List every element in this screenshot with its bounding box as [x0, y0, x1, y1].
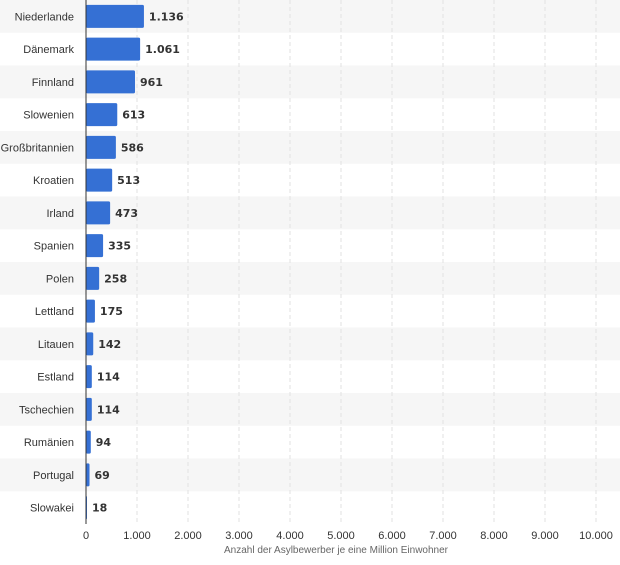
category-label: Dänemark — [23, 44, 74, 56]
x-tick-label: 8.000 — [480, 530, 508, 542]
category-label: Estland — [37, 372, 74, 384]
value-label: 94 — [96, 436, 112, 449]
category-label: Finnland — [32, 77, 74, 89]
bar — [86, 299, 95, 323]
x-tick-label: 9.000 — [531, 530, 559, 542]
x-axis-title: Anzahl der Asylbewerber je eine Million … — [224, 545, 449, 556]
category-label: Litauen — [38, 339, 74, 351]
x-tick-label: 5.000 — [327, 530, 355, 542]
row-stripe — [0, 327, 620, 361]
value-label: 613 — [122, 109, 145, 122]
bar — [86, 365, 92, 389]
row-stripes — [0, 0, 620, 491]
category-label: Lettland — [35, 306, 74, 318]
grid-lines — [136, 0, 597, 524]
category-label: Polen — [46, 273, 74, 285]
value-label: 961 — [140, 76, 163, 89]
value-label: 513 — [117, 174, 140, 187]
bar — [86, 463, 90, 487]
bar — [86, 234, 104, 258]
category-labels: Niederlande Dänemark Finnland Slowenien Groß… — [1, 11, 75, 514]
value-label: 69 — [95, 469, 110, 482]
value-label: 258 — [104, 272, 127, 285]
row-stripe — [0, 458, 620, 492]
bar — [86, 37, 141, 61]
x-tick-label: 1.000 — [123, 530, 151, 542]
category-label: Slowenien — [23, 110, 74, 122]
bar — [86, 135, 116, 159]
category-label: Rumänien — [24, 437, 74, 449]
category-label: Niederlande — [15, 11, 74, 23]
value-label: 473 — [115, 207, 138, 220]
row-stripe — [0, 262, 620, 295]
value-labels: 1.136 1.061 961 613 586 513 473 335 258 175 142 114… — [92, 10, 184, 514]
bar — [86, 103, 118, 127]
bar — [86, 266, 100, 290]
category-label: Kroatien — [33, 175, 74, 187]
row-stripe — [0, 393, 620, 426]
bar — [86, 70, 136, 94]
bar — [86, 332, 94, 356]
value-label: 1.061 — [145, 43, 180, 56]
x-tick-label: 10.000 — [579, 530, 613, 542]
x-tick-label: 6.000 — [378, 530, 406, 542]
value-label: 586 — [121, 141, 144, 154]
x-tick-labels: 0 1.000 2.000 3.000 4.000 5.000 6.000 7.000 8.00… — [83, 530, 613, 542]
value-label: 18 — [92, 502, 107, 515]
value-label: 1.136 — [149, 10, 184, 23]
x-tick-label: 4.000 — [276, 530, 304, 542]
value-label: 175 — [100, 305, 123, 318]
bar — [86, 4, 144, 28]
x-tick-label: 3.000 — [225, 530, 253, 542]
bar — [86, 430, 91, 454]
category-label: Slowakei — [30, 503, 74, 515]
category-label: Irland — [46, 208, 74, 220]
value-label: 114 — [97, 403, 120, 416]
x-tick-label: 7.000 — [429, 530, 457, 542]
value-label: 335 — [108, 240, 131, 253]
value-label: 114 — [97, 371, 120, 384]
x-tick-label: 0 — [83, 530, 89, 542]
bar — [86, 168, 113, 192]
bar — [86, 201, 111, 225]
value-label: 142 — [98, 338, 121, 351]
category-label: Großbritannien — [1, 142, 74, 154]
category-label: Spanien — [34, 241, 74, 253]
category-label: Tschechien — [19, 404, 74, 416]
bar — [86, 397, 92, 421]
x-tick-label: 2.000 — [174, 530, 202, 542]
bars — [86, 4, 144, 520]
category-label: Portugal — [33, 470, 74, 482]
